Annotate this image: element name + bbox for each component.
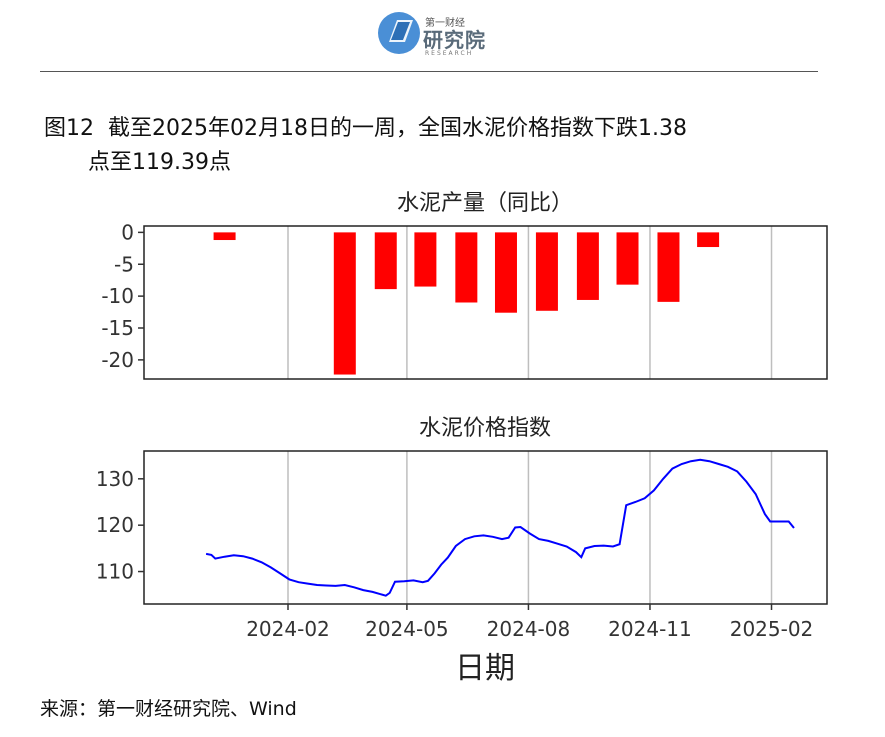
figure-title-line1: 截至2025年02月18日的一周，全国水泥价格指数下跌1.38 (108, 116, 687, 141)
bar-2023-12 (213, 232, 236, 241)
bar-2024-08 (535, 232, 558, 311)
bar-panel: 水泥产量（同比） 0 -5 -10 -15 -20 (101, 191, 828, 380)
bar-ytick-label: 0 (121, 220, 134, 244)
xtick-label: 2024-08 (487, 617, 571, 641)
bar-2024-09 (576, 232, 599, 300)
bar-series (213, 232, 720, 375)
bar-grid (287, 226, 773, 379)
bar-chart-title: 水泥产量（同比） (397, 191, 573, 216)
logo-icon (378, 12, 420, 54)
line-x-axis: 2024-02 2024-05 2024-08 2024-11 2025-02 (246, 604, 813, 641)
bar-2024-10 (616, 232, 639, 285)
xtick-label: 2024-05 (365, 617, 449, 641)
bar-ytick-label: -5 (114, 252, 134, 276)
price-index-line (205, 458, 795, 597)
line-chart-title: 水泥价格指数 (419, 416, 551, 441)
figure-caption: 图12 截至2025年02月18日的一周，全国水泥价格指数下跌1.38 点至11… (44, 112, 844, 180)
line-plot-frame (143, 450, 828, 605)
bar-ytick-label: -20 (101, 348, 134, 372)
bar-2024-07 (494, 232, 517, 313)
figure-number: 图12 (44, 116, 94, 141)
bar-ytick-label: -15 (101, 316, 134, 340)
bar-2024-11 (657, 232, 680, 302)
bar-2024-04 (374, 232, 397, 290)
xtick-label: 2024-11 (608, 617, 692, 641)
line-ytick-label: 120 (96, 513, 134, 537)
bar-y-axis: 0 -5 -10 -15 -20 (101, 220, 144, 372)
figure-title-line2: 点至119.39点 (88, 150, 231, 175)
x-axis-title: 日期 (455, 651, 515, 686)
bar-2024-06 (455, 232, 478, 303)
bar-ytick-label: -10 (101, 284, 134, 308)
xtick-label: 2025-02 (730, 617, 814, 641)
logo-text-cn: 研究院 (423, 28, 486, 52)
header-divider (40, 71, 818, 72)
line-grid (287, 451, 773, 604)
logo-text-en: RESEARCH (425, 50, 474, 57)
bar-2024-05 (414, 232, 437, 287)
bar-2024-03 (333, 232, 356, 375)
logo: 第一财经 研究院 RESEARCH (375, 8, 515, 58)
line-ytick-label: 130 (96, 467, 134, 491)
source-note: 来源：第一财经研究院、Wind (40, 698, 297, 720)
bar-2024-12 (697, 232, 720, 248)
line-ytick-label: 110 (96, 560, 134, 584)
line-y-axis: 110 120 130 (96, 467, 144, 584)
xtick-label: 2024-02 (246, 617, 330, 641)
logo-text-cn-small: 第一财经 (425, 18, 465, 29)
bar-plot-frame (143, 225, 828, 380)
